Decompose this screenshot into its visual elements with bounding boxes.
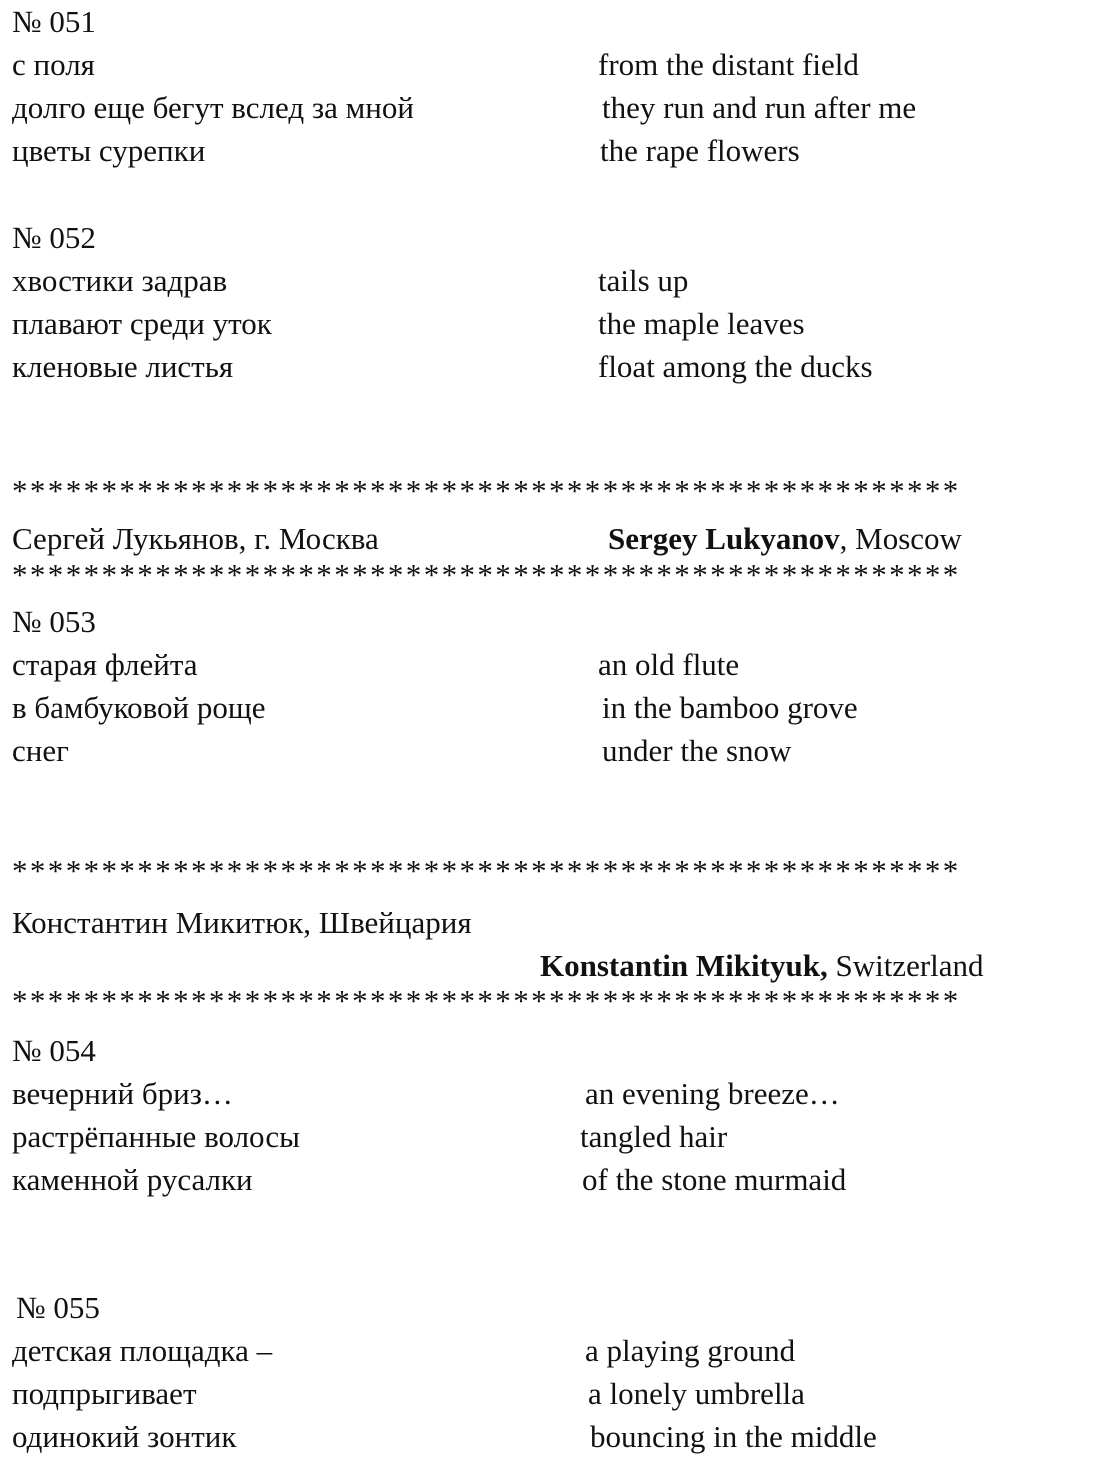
author-place: Switzerland [827, 948, 984, 983]
author-place: , Moscow [839, 521, 962, 556]
english-line: float among the ducks [598, 349, 873, 384]
english-line: under the snow [602, 733, 792, 768]
english-line: a playing ground [585, 1333, 796, 1368]
poem-number: № 055 [16, 1290, 100, 1325]
russian-line: детская площадка – [12, 1333, 273, 1368]
separator-line: ****************************************… [12, 983, 961, 1018]
english-line: an evening breeze… [585, 1076, 840, 1111]
russian-line: одинокий зонтик [12, 1419, 237, 1454]
russian-line: вечерний бриз… [12, 1076, 233, 1111]
english-line: bouncing in the middle [590, 1419, 877, 1454]
russian-line: с поля [12, 47, 95, 82]
russian-line: каменной русалки [12, 1162, 253, 1197]
english-line: the maple leaves [598, 306, 805, 341]
author-english: Sergey Lukyanov, Moscow [608, 517, 962, 560]
poem-number: № 052 [12, 220, 96, 255]
separator-line: ****************************************… [12, 473, 961, 508]
english-line: tails up [598, 263, 689, 298]
english-line: from the distant field [598, 47, 859, 82]
poem-number: № 053 [12, 604, 96, 639]
russian-line: плавают среди уток [12, 306, 272, 341]
english-line: the rape flowers [600, 133, 800, 168]
russian-line: в бамбуковой роще [12, 690, 266, 725]
author-name: Sergey Lukyanov [608, 521, 840, 556]
poem-number: № 054 [12, 1033, 96, 1068]
english-line: in the bamboo grove [602, 690, 858, 725]
english-line: a lonely umbrella [588, 1376, 805, 1411]
russian-line: кленовые листья [12, 349, 234, 384]
russian-line: долго еще бегут вслед за мной [12, 90, 414, 125]
separator-line: ****************************************… [12, 557, 961, 592]
english-line: an old flute [598, 647, 740, 682]
russian-line: хвостики задрав [12, 263, 228, 298]
author-russian: Константин Микитюк, Швейцария [12, 905, 472, 940]
author-name: Konstantin Mikityuk, [540, 948, 828, 983]
separator-line: ****************************************… [12, 853, 961, 888]
russian-line: старая флейта [12, 647, 198, 682]
russian-line: растрёпанные волосы [12, 1119, 300, 1154]
russian-line: подпрыгивает [12, 1376, 197, 1411]
author-english: Konstantin Mikityuk, Switzerland [540, 944, 984, 987]
russian-line: цветы сурепки [12, 133, 206, 168]
poem-number: № 051 [12, 4, 96, 39]
english-line: they run and run after me [602, 90, 917, 125]
russian-line: снег [12, 733, 69, 768]
author-russian: Сергей Лукьянов, г. Москва [12, 521, 379, 556]
english-line: tangled hair [580, 1119, 728, 1154]
english-line: of the stone murmaid [582, 1162, 847, 1197]
